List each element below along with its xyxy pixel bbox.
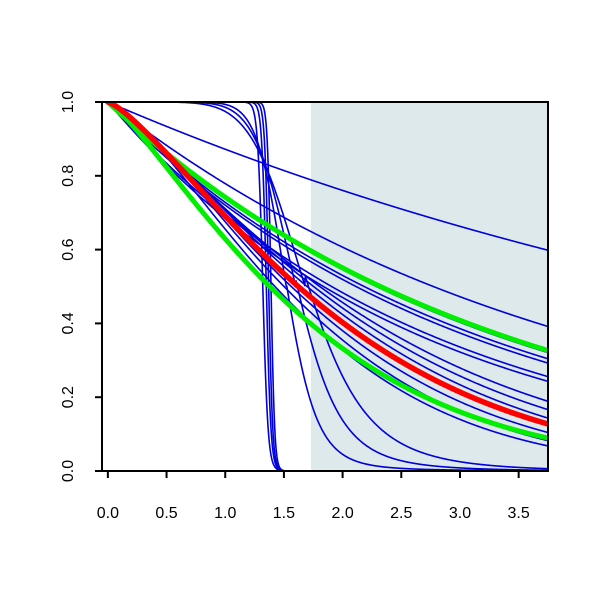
x-tick-label: 0.0 <box>97 505 119 522</box>
x-axis: 0.0 0.5 1.0 1.5 2.0 2.5 3.0 3.5 <box>97 471 530 522</box>
x-tick-label: 3.5 <box>508 505 530 522</box>
x-tick-label: 2.5 <box>390 505 412 522</box>
curve-group <box>105 102 548 471</box>
y-tick-label: 1.0 <box>60 91 77 113</box>
x-tick-label: 0.5 <box>155 505 177 522</box>
series-line-blue-7 <box>107 102 548 383</box>
plot-frame <box>101 101 549 472</box>
series-line-green-22 <box>105 102 548 354</box>
series-line-blue-1 <box>107 102 548 252</box>
axes: 0.0 0.5 1.0 1.5 2.0 2.5 3.0 3.5 0.0 0.2 0.4 0.6 0.8… <box>60 91 549 522</box>
x-tick-label: 3.0 <box>449 505 471 522</box>
series-line-green-23 <box>105 102 548 441</box>
x-tick-label: 1.0 <box>214 505 236 522</box>
x-tick-label: 2.0 <box>331 505 353 522</box>
y-tick-label: 0.6 <box>60 238 77 260</box>
y-axis: 0.0 0.2 0.4 0.6 0.8 1.0 <box>60 91 102 482</box>
y-tick-label: 0.2 <box>60 386 77 408</box>
y-tick-label: 0.4 <box>60 312 77 334</box>
series-line-blue-6 <box>107 102 548 378</box>
x-tick-label: 1.5 <box>273 505 295 522</box>
series-line-red-24 <box>105 102 548 427</box>
y-tick-label: 0.8 <box>60 165 77 187</box>
series-line-blue-2 <box>107 102 548 328</box>
y-tick-label: 0.0 <box>60 460 77 482</box>
